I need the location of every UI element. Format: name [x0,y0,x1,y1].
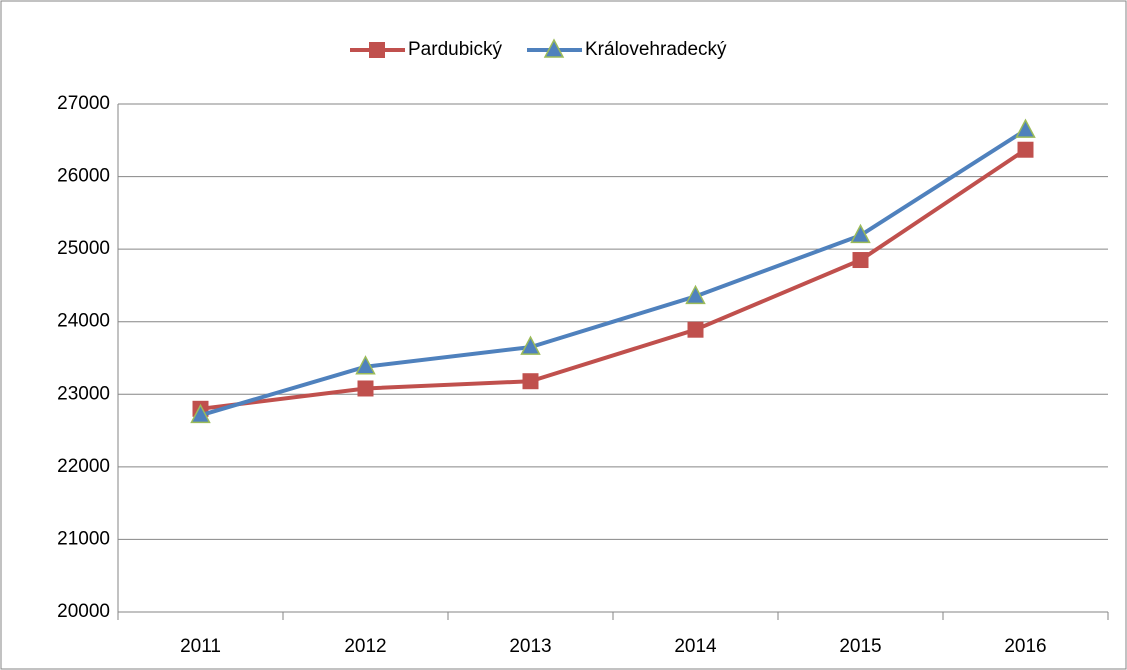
y-tick-label: 25000 [57,238,110,259]
y-tick-label: 27000 [57,93,110,114]
y-tick-label: 22000 [57,456,110,477]
legend-label: Královehradecký [585,39,727,60]
marker [1017,141,1034,158]
x-tick-label: 2011 [180,636,221,657]
marker [1015,118,1036,138]
x-tick-label: 2015 [839,636,881,657]
y-tick-label: 20000 [57,601,110,622]
marker [543,38,565,58]
marker [850,223,871,244]
marker [190,403,211,424]
marker [852,252,869,269]
legend-label: Pardubický [408,39,502,60]
x-tick-label: 2016 [1004,636,1046,657]
marker [357,380,374,397]
x-tick-label: 2014 [674,636,717,657]
marker [355,355,376,375]
series-line [199,128,1027,418]
x-tick-label: 2013 [509,636,551,657]
y-tick-label: 23000 [57,383,110,404]
marker [522,373,539,390]
series-line [200,148,1027,411]
y-tick-label: 24000 [57,311,110,332]
marker [687,321,704,338]
y-tick-label: 26000 [57,166,110,187]
marker [369,42,385,58]
marker [520,335,541,355]
y-tick-label: 21000 [57,528,110,549]
marker [685,284,706,305]
x-tick-label: 2012 [344,636,386,657]
